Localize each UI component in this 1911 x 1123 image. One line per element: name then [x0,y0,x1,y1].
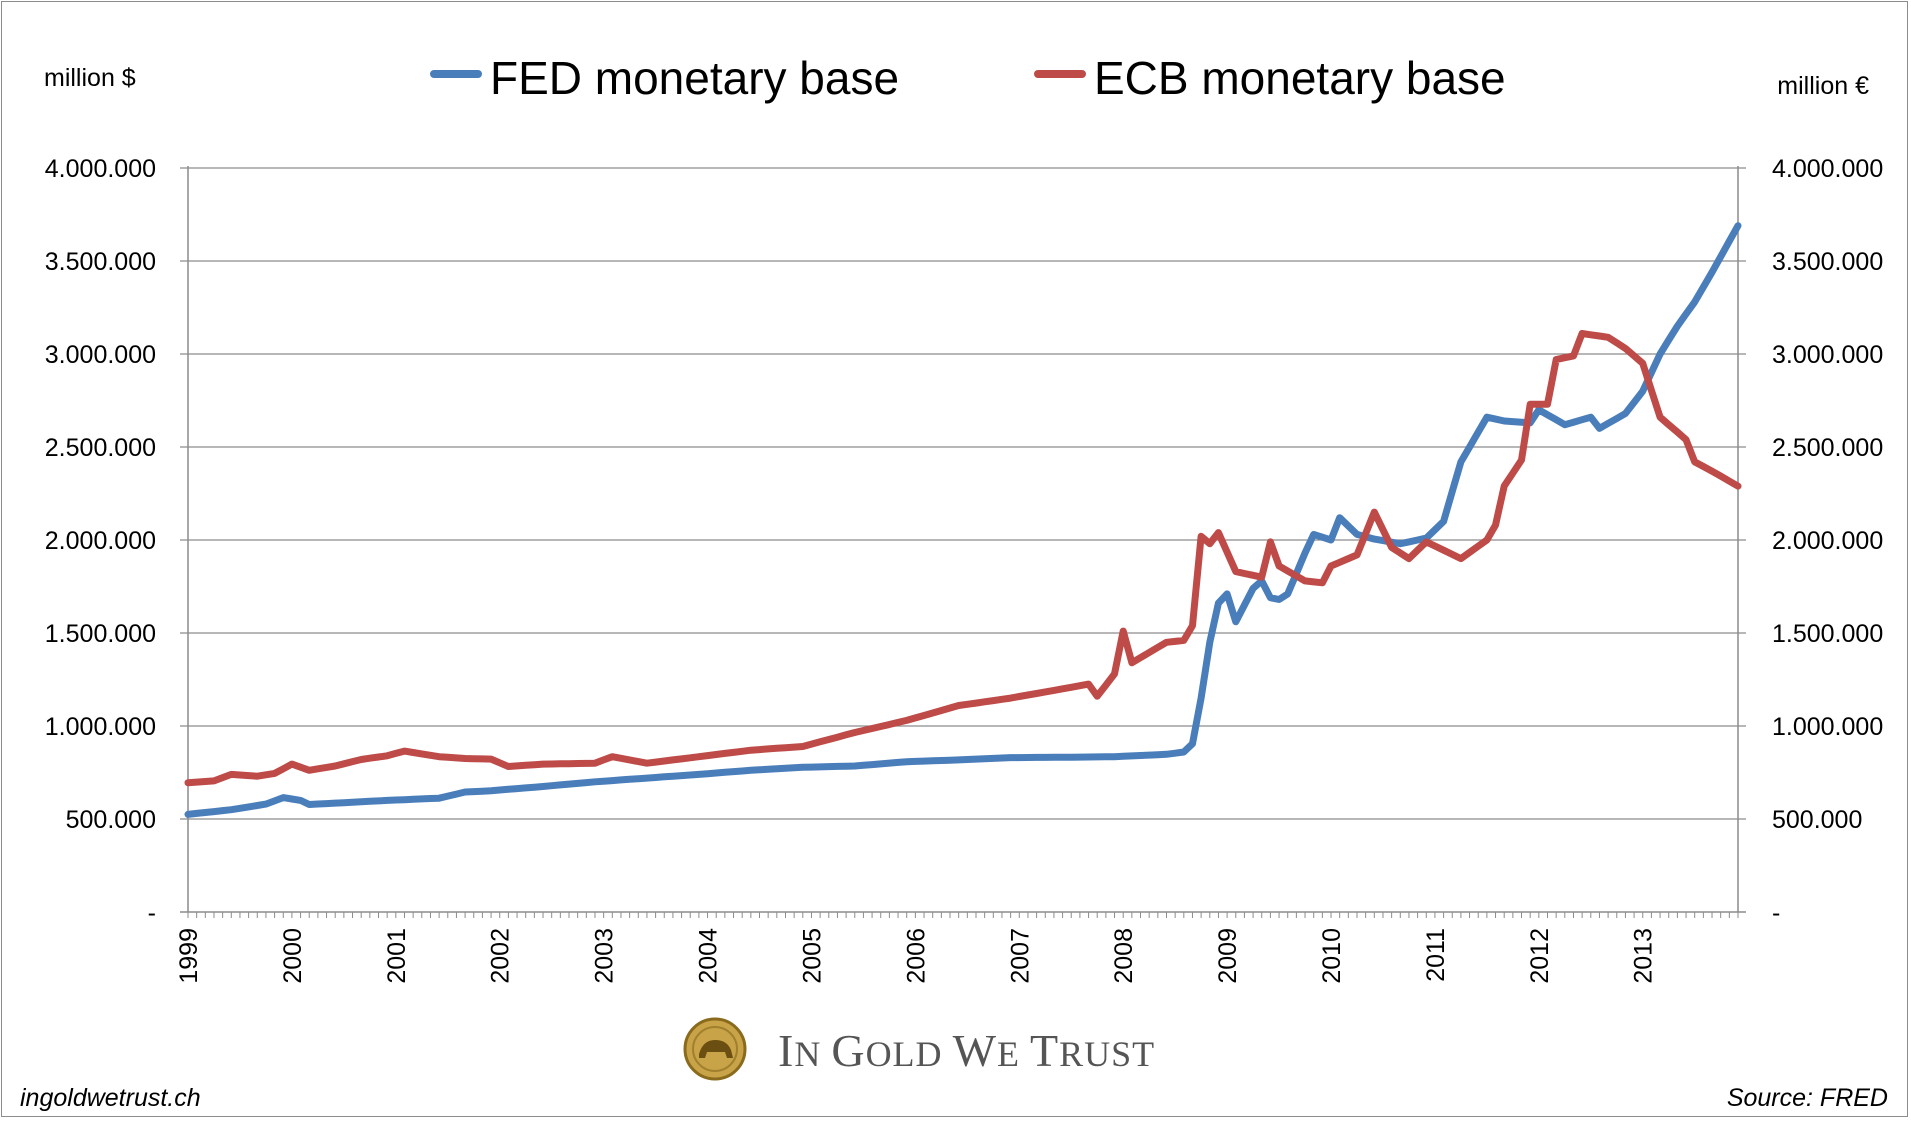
x-tick-label: 2012 [1526,928,1554,984]
x-tick-label: 1999 [175,928,203,984]
x-tick-label: 2005 [798,928,826,984]
series-layer [184,222,1742,818]
legend-entry-fed: FED monetary base [490,52,899,104]
left-y-tick-label: 2.500.000 [45,434,156,462]
gold-coin-inner-ring [692,1026,738,1072]
axes [180,166,1746,918]
x-tick-label: 2002 [487,928,515,984]
x-tick-label: 2001 [383,928,411,984]
left-axis-unit-label: million $ [44,64,136,92]
series-line-fed [184,222,1742,818]
right-y-tick-label: 2.500.000 [1772,434,1883,462]
right-y-tick-label: 4.000.000 [1772,155,1883,183]
left-y-tick-label: - [148,899,156,927]
x-tick-label: 2006 [902,928,930,984]
x-tick-label: 2010 [1318,928,1346,984]
x-tick-label: 2008 [1110,928,1138,984]
right-y-tick-label: - [1772,899,1780,927]
x-tick-label: 2003 [591,928,619,984]
right-y-tick-label: 1.000.000 [1772,713,1883,741]
x-tick-label: 2013 [1630,928,1658,984]
x-tick-label: 2004 [695,928,723,984]
x-tick-label: 2007 [1006,928,1034,984]
left-y-tick-label: 3.500.000 [45,248,156,276]
right-y-tick-label: 3.000.000 [1772,341,1883,369]
left-y-tick-label: 2.000.000 [45,527,156,555]
footer-source: Source: FRED [1727,1084,1888,1112]
left-y-tick-label: 3.000.000 [45,341,156,369]
footer-website: ingoldwetrust.ch [20,1084,201,1112]
series-line-ecb [184,330,1742,787]
buffalo-icon [699,1040,733,1058]
gridlines [180,167,1746,820]
left-y-tick-label: 500.000 [66,806,156,834]
right-y-tick-label: 3.500.000 [1772,248,1883,276]
x-tick-label: 2011 [1422,928,1450,982]
logo: IN GOLD WE TRUST [683,1017,1155,1081]
left-y-tick-label: 1.000.000 [45,713,156,741]
legend: FED monetary base ECB monetary base [430,52,1506,104]
left-y-tick-label: 1.500.000 [45,620,156,648]
legend-entry-ecb: ECB monetary base [1094,52,1506,104]
left-y-tick-labels: - 500.000 1.000.000 1.500.000 2.000.000 2.500… [45,155,156,927]
right-y-tick-label: 1.500.000 [1772,620,1883,648]
x-tick-label: 2000 [279,928,307,984]
right-y-tick-labels: - 500.000 1.000.000 1.500.000 2.000.000 2.500… [1772,155,1883,927]
right-y-tick-label: 2.000.000 [1772,527,1883,555]
logo-text: IN GOLD WE TRUST [778,1025,1155,1076]
left-y-tick-label: 4.000.000 [45,155,156,183]
x-tick-labels: 1999 2000 2001 2002 2003 2004 2005 2006 2007 2008… [175,928,1658,984]
right-y-tick-label: 500.000 [1772,806,1862,834]
x-tick-label: 2009 [1214,928,1242,984]
right-axis-unit-label: million € [1777,72,1869,100]
